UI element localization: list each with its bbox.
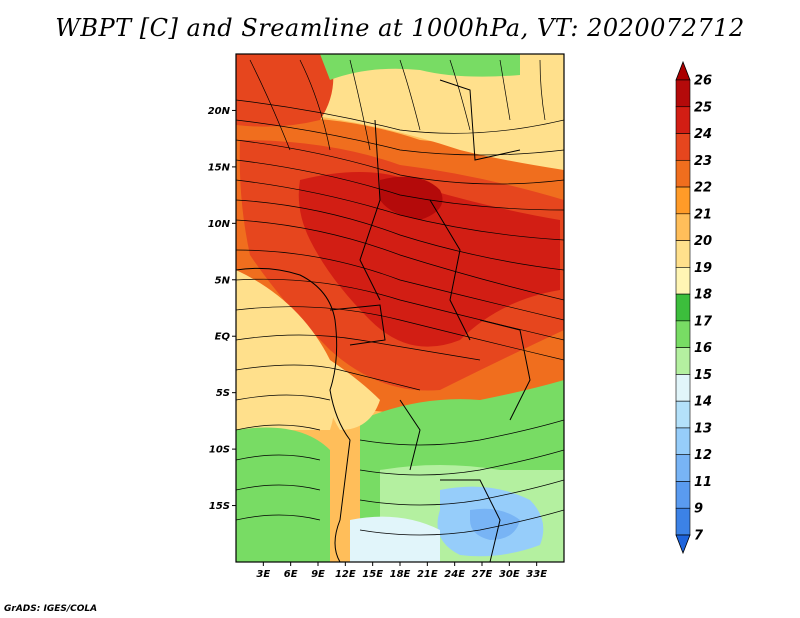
colorbar-segment [675, 481, 691, 509]
colorbar-segment [675, 400, 691, 429]
colorbar-segment [675, 374, 691, 402]
colorbar: 26 25 24 23 22 21 20 19 18 17 16 15 14 13 12 11 9 7 [675, 60, 713, 555]
field-band-26 [380, 176, 443, 220]
lat-tick-label: 20N [208, 106, 231, 117]
lat-tick-label: 10N [208, 219, 231, 230]
colorbar-label: 19 [694, 261, 712, 276]
map-title: WBPT [C] and Sreamline at 1000hPa, VT: 2… [55, 14, 745, 42]
colorbar-segment [675, 507, 691, 536]
colorbar-label: 26 [694, 74, 712, 89]
field-north-green [320, 54, 520, 80]
colorbar-segment [675, 427, 691, 456]
colorbar-label: 25 [694, 100, 712, 115]
field-coast [236, 270, 335, 430]
colorbar-label: 9 [694, 502, 703, 517]
lat-tick-label: 10S [209, 445, 230, 456]
colorbar-label: 24 [694, 127, 712, 142]
colorbar-label: 15 [694, 368, 712, 383]
field-south-green [236, 427, 330, 562]
colorbar-segment [675, 79, 691, 108]
colorbar-label: 22 [694, 181, 712, 196]
lon-tick-label: 12E [335, 569, 356, 580]
lon-tick-label: 6E [284, 569, 298, 580]
streamlines [236, 59, 564, 536]
colorbar-max-arrow [675, 60, 691, 81]
colorbar-label: 21 [694, 207, 712, 222]
colorbar-label: 17 [694, 314, 713, 329]
colorbar-segment [675, 347, 691, 375]
colorbar-label: 20 [694, 234, 712, 249]
colorbar-segment [675, 133, 691, 161]
country-borders [236, 79, 531, 562]
lon-tick-label: 24E [444, 569, 465, 580]
colorbar-segment [675, 240, 691, 268]
colorbar-label: 23 [694, 154, 712, 169]
colorbar-segment [675, 320, 691, 348]
colorbar-segment [675, 186, 691, 215]
colorbar-min-arrow [675, 534, 691, 555]
lat-tick-label: 15N [208, 162, 231, 173]
lon-tick-label: 9E [311, 569, 325, 580]
colorbar-label: 18 [694, 288, 712, 303]
colorbar-segment [675, 267, 691, 295]
field-south-blue2 [470, 508, 520, 540]
colorbar-label: 11 [694, 475, 712, 490]
longitude-axis: 3E 6E 9E 12E 15E 18E 21E 24E 27E 30E 33E [256, 562, 547, 580]
colorbar-segment [675, 454, 691, 482]
colorbar-segment [675, 213, 691, 241]
lon-tick-label: 3E [256, 569, 270, 580]
field-interior-yellow [326, 360, 380, 430]
colorbar-label: 7 [694, 529, 704, 544]
latitude-axis: 20N 15N 10N 5N EQ 5S 10S 15S [208, 106, 236, 512]
colorbar-segment [675, 106, 691, 134]
lat-tick-label: 5S [216, 388, 230, 399]
lon-tick-label: 18E [390, 569, 411, 580]
lon-tick-label: 15E [362, 569, 383, 580]
field-south-white [350, 516, 440, 562]
colorbar-segment [675, 159, 691, 188]
lat-tick-label: 15S [209, 501, 230, 512]
lat-tick-label: 5N [215, 275, 231, 286]
lon-tick-label: 27E [472, 569, 493, 580]
colorbar-label: 13 [694, 421, 712, 436]
colorbar-segment [675, 293, 691, 322]
wbpt-field [236, 54, 564, 562]
grads-credit: GrADS: IGES/COLA [4, 604, 98, 614]
colorbar-label: 12 [694, 448, 712, 463]
lat-tick-label: EQ [215, 332, 231, 343]
colorbar-label: 16 [694, 341, 712, 356]
lon-tick-label: 33E [526, 569, 547, 580]
colorbar-label: 14 [694, 395, 712, 410]
lon-tick-label: 21E [417, 569, 438, 580]
field-north-red [236, 54, 334, 127]
lon-tick-label: 30E [499, 569, 520, 580]
